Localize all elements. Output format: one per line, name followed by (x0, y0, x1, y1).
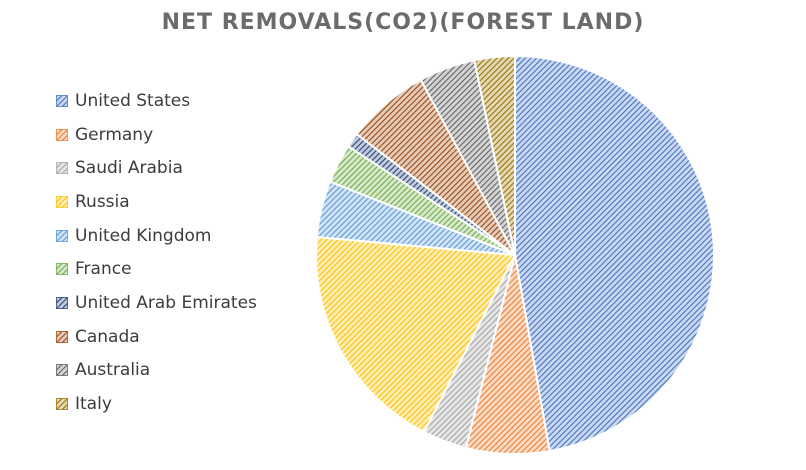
legend-label: France (75, 259, 132, 280)
legend-label: Russia (75, 191, 130, 212)
legend-swatch (56, 297, 68, 309)
legend-label: Germany (75, 124, 154, 145)
legend-item-saudi-arabia: Saudi Arabia (56, 151, 306, 185)
legend-item-france: France (56, 252, 306, 286)
chart-legend: United States Germany Saudi Arabia Russia Un… (56, 84, 306, 421)
legend-label: Australia (75, 360, 151, 381)
legend-item-canada: Canada (56, 320, 306, 354)
pie-slice-italy (473, 54, 516, 256)
legend-label: Italy (75, 394, 112, 415)
chart-title: NET REMOVALS(CO2)(FOREST LAND) (161, 10, 645, 35)
legend-item-russia: Russia (56, 185, 306, 219)
legend-label: United Kingdom (75, 225, 212, 246)
pie-slice-united-states (514, 54, 715, 453)
legend-label: Saudi Arabia (75, 158, 183, 179)
legend-swatch (56, 398, 68, 410)
legend-swatch (56, 330, 68, 343)
legend-item-united-states: United States (56, 84, 306, 118)
legend-item-germany: Germany (56, 118, 306, 152)
legend-swatch (56, 162, 68, 175)
legend-swatch (56, 128, 68, 141)
legend-label: Canada (75, 326, 140, 347)
legend-label: United Arab Emirates (75, 292, 257, 313)
legend-swatch (56, 364, 68, 377)
legend-swatch (56, 94, 68, 107)
legend-item-united-kingdom: United Kingdom (56, 219, 306, 253)
legend-item-united-arab-emirates: United Arab Emirates (56, 286, 306, 320)
legend-item-australia: Australia (56, 354, 306, 388)
pie-slices (315, 54, 715, 455)
legend-label: United States (75, 90, 191, 111)
pie-slice-russia (315, 235, 517, 434)
legend-item-italy: Italy (56, 387, 306, 421)
legend-swatch (56, 263, 68, 276)
legend-swatch (56, 196, 68, 208)
legend-swatch (56, 229, 68, 242)
